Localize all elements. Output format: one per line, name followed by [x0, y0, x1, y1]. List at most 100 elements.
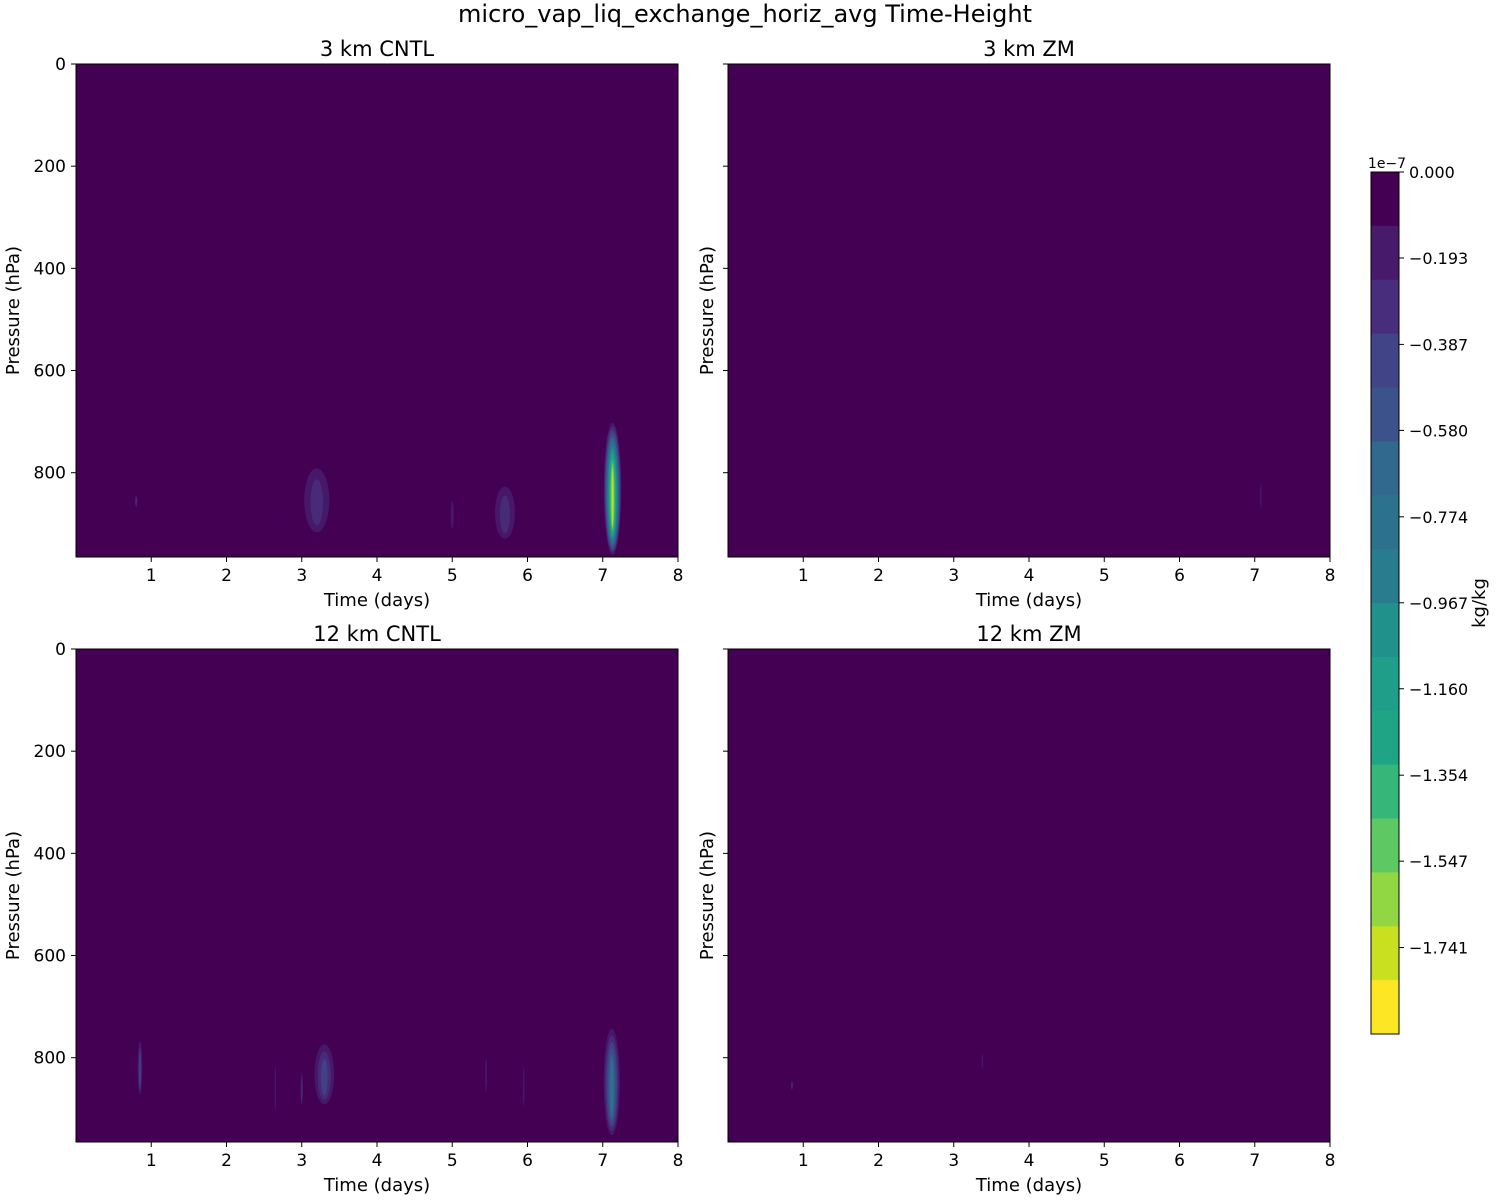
colorbar-tick-label: −1.160: [1409, 680, 1468, 699]
panel-title: 3 km CNTL: [320, 37, 435, 61]
heatmap-cell-8-15: [611, 470, 614, 525]
x-tick-label: 3: [948, 1151, 959, 1171]
x-tick-label: 6: [1174, 1151, 1185, 1171]
colorbar-tick-label: −1.547: [1409, 852, 1468, 871]
heatmap-cell-1-1: [794, 978, 798, 992]
colorbar-segment: [1371, 441, 1399, 496]
y-tick-label: 200: [34, 742, 66, 762]
x-tick-label: 1: [798, 1151, 809, 1171]
heatmap-cell-2-1: [179, 452, 183, 463]
x-tick-label: 8: [673, 566, 684, 586]
x-tick-label: 4: [372, 1151, 383, 1171]
colorbar-tick-label: −0.387: [1409, 335, 1468, 354]
panel-title: 3 km ZM: [983, 37, 1075, 61]
heatmap-cell-6-1: [472, 523, 477, 540]
colorbar-segment: [1371, 387, 1399, 442]
panel-3: 1 2 3 4 5 6 7 8 12 km ZM Time (days) Pressure (hPa…: [697, 622, 1335, 1196]
x-tick-label: 5: [447, 1151, 458, 1171]
colorbar-segment: [1371, 818, 1399, 873]
x-tick-label: 6: [1174, 566, 1185, 586]
heatmap-cell-5-2: [485, 1057, 488, 1093]
x-tick-label: 1: [798, 566, 809, 586]
x-axis-label: Time (days): [323, 1175, 430, 1196]
heatmap-cell-3-1: [272, 488, 279, 550]
colorbar: 0.000 −0.193 −0.387 −0.580 −0.774 −0.967 −1.16…: [1368, 156, 1490, 1035]
heatmap-background: [728, 649, 1330, 1142]
colorbar-tick-label: 0.000: [1409, 163, 1455, 182]
colorbar-tick-label: −0.193: [1409, 249, 1468, 268]
colorbar-segment: [1371, 279, 1399, 335]
heatmap-cell-3-3: [301, 1078, 303, 1102]
heatmap-features: [986, 475, 1263, 524]
colorbar-tick-label: −0.580: [1409, 421, 1468, 440]
y-tick-label: 0: [55, 55, 66, 75]
colorbar-label: kg/kg: [1469, 578, 1490, 628]
x-tick-label: 3: [296, 566, 307, 586]
heatmap-cell-2-2: [274, 1065, 277, 1111]
x-tick-label: 1: [146, 566, 157, 586]
heatmap-cell-1-1: [1168, 485, 1172, 491]
x-tick-label: 2: [221, 566, 232, 586]
x-tick-label: 8: [673, 1151, 684, 1171]
y-axis-label: Pressure (hPa): [3, 831, 24, 960]
y-tick-label: 400: [34, 844, 66, 864]
y-axis-label: Pressure (hPa): [697, 831, 718, 960]
colorbar-offset-label: 1e−7: [1368, 156, 1406, 172]
x-tick-label: 7: [1249, 1151, 1260, 1171]
colorbar-segment: [1371, 225, 1399, 281]
heatmap-cell-4-4: [321, 1058, 328, 1096]
heatmap-cell-1-1: [176, 1001, 180, 1017]
figure-title: micro_vap_liq_exchange_horiz_avg Time-He…: [458, 0, 1032, 28]
x-tick-label: 7: [1249, 566, 1260, 586]
panel-2: 1 2 3 4 5 6 7 8 0 200 400 600 800 12 km CNTL Time (day…: [3, 622, 683, 1196]
heatmap-background: [76, 649, 678, 1142]
colorbar-segment: [1371, 495, 1399, 550]
colorbar-segment: [1371, 926, 1399, 981]
x-tick-label: 8: [1325, 1151, 1336, 1171]
colorbar-segment: [1371, 603, 1399, 658]
heatmap-cell-6-2: [522, 1066, 525, 1107]
colorbar-tick-label: −0.967: [1409, 594, 1468, 613]
y-tick-label: 400: [34, 259, 66, 279]
colorbar-segment: [1371, 872, 1399, 927]
colorbar-segment: [1371, 656, 1399, 712]
x-tick-label: 7: [597, 1151, 608, 1171]
x-axis-label: Time (days): [323, 590, 430, 611]
y-tick-label: 800: [34, 464, 66, 484]
colorbar-tick-label: −1.354: [1409, 766, 1468, 785]
heatmap-cell-7-3: [499, 495, 510, 534]
panel-1: 1 2 3 4 5 6 7 8 3 km ZM Time (days) Pressure (hPa): [697, 37, 1335, 611]
x-tick-label: 8: [1325, 566, 1336, 586]
heatmap-cell-4-3: [310, 479, 324, 526]
x-tick-label: 2: [221, 1151, 232, 1171]
colorbar-segment: [1371, 710, 1399, 766]
colorbar-tick-label: −1.741: [1409, 939, 1468, 958]
y-tick-label: 800: [34, 1049, 66, 1069]
x-axis-label: Time (days): [975, 590, 1082, 611]
panel-title: 12 km ZM: [976, 622, 1081, 646]
y-tick-label: 600: [34, 947, 66, 967]
heatmap-cell-0-3: [135, 497, 137, 506]
x-tick-label: 5: [1099, 1151, 1110, 1171]
x-tick-label: 5: [447, 566, 458, 586]
x-tick-label: 2: [873, 1151, 884, 1171]
colorbar-segment: [1371, 980, 1399, 1035]
heatmap-cell-2-2: [1260, 482, 1262, 509]
heatmap-features: [134, 419, 622, 557]
heatmap-cell-2-2: [981, 1054, 984, 1068]
colorbar-segment: [1371, 764, 1399, 819]
heatmap-background: [76, 64, 678, 557]
y-tick-label: 600: [34, 362, 66, 382]
heatmap-cell-0-4: [139, 1053, 141, 1087]
heatmap-cell-7-7: [610, 1062, 614, 1115]
panel-0: 1 2 3 4 5 6 7 8 0 200 400 600 800 3 km CNTL Time (days…: [3, 37, 683, 611]
heatmap-background: [728, 64, 1330, 557]
heatmap-cell-0-3: [791, 1082, 793, 1089]
x-tick-label: 5: [1099, 566, 1110, 586]
panel-title: 12 km CNTL: [313, 622, 441, 646]
colorbar-tick-label: −0.774: [1409, 508, 1468, 527]
x-tick-label: 4: [1024, 566, 1035, 586]
y-axis-label: Pressure (hPa): [697, 246, 718, 375]
y-tick-label: 200: [34, 157, 66, 177]
